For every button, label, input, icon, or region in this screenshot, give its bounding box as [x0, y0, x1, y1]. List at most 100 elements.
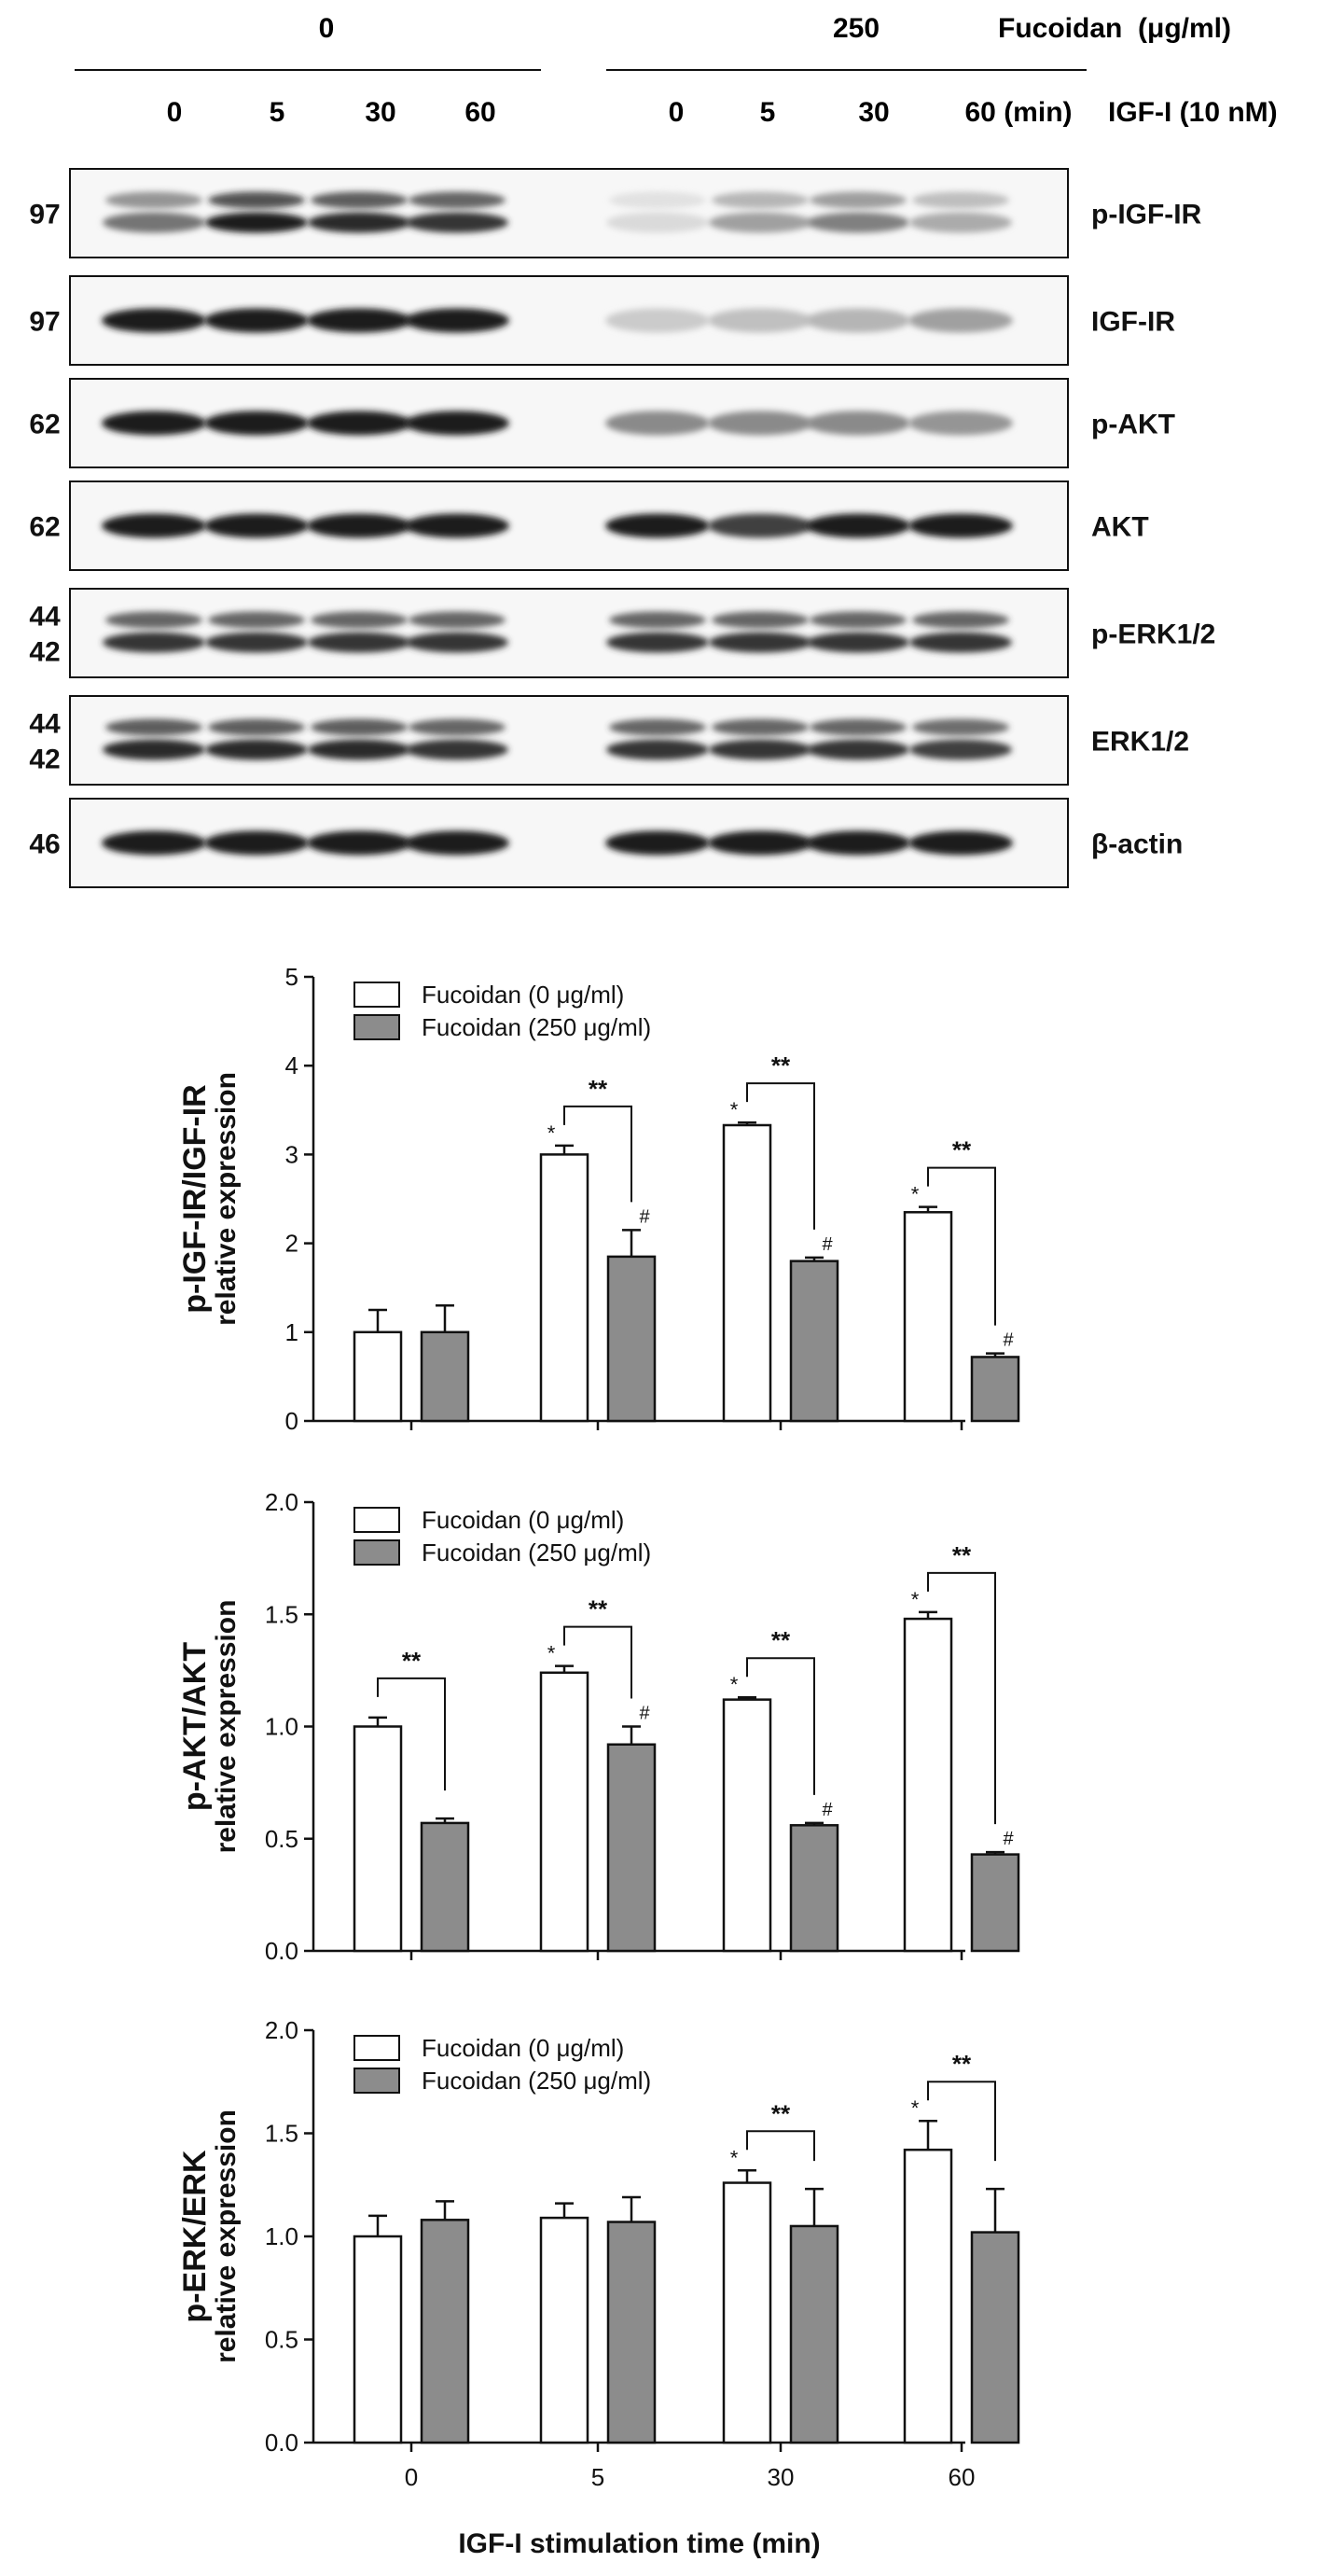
- bar: [606, 2221, 657, 2444]
- bar: [903, 1617, 953, 1953]
- blot-band: [708, 411, 812, 436]
- protein-label: p-IGF-IR: [1091, 200, 1202, 230]
- blot-band: [909, 212, 1012, 233]
- significance-label: **: [771, 1051, 791, 1079]
- bar: [970, 1853, 1020, 1953]
- blot-frame: [69, 695, 1069, 786]
- blot-row: 44 42 ERK1/2: [29, 695, 1189, 786]
- y-axis-label: p-AKT/AKT: [177, 1642, 213, 1812]
- bar: [606, 1743, 657, 1953]
- blot-band: [205, 212, 308, 233]
- blot-band: [606, 632, 709, 653]
- bar: [970, 1356, 1020, 1423]
- y-tick-label: 2: [285, 1230, 298, 1258]
- significance-star: *: [730, 1098, 739, 1121]
- protein-label: β-actin: [1091, 829, 1183, 860]
- mw-marker: 97: [29, 200, 60, 230]
- legend-label: Fucoidan (0 μg/ml): [422, 1506, 624, 1534]
- y-tick-label: 0.0: [265, 1937, 298, 1965]
- fucoidan-level-0: 0: [319, 13, 335, 44]
- blot-band: [708, 513, 812, 538]
- y-tick-label: 1.5: [265, 1600, 298, 1628]
- blot-band: [307, 308, 411, 333]
- blot-band: [806, 830, 910, 856]
- blot-band: [105, 611, 202, 629]
- blot-band: [311, 611, 408, 629]
- time-label: 0: [669, 97, 685, 128]
- bar: [789, 2224, 839, 2444]
- blot-band: [909, 739, 1012, 760]
- mw-marker: 46: [29, 829, 60, 860]
- significance-label: **: [589, 1075, 608, 1103]
- mw-marker: 62: [29, 410, 60, 440]
- legend-swatch: [353, 1014, 400, 1040]
- significance-label: **: [952, 1136, 972, 1164]
- time-label: 60: [464, 97, 495, 128]
- blot-row: 97 p-IGF-IR: [29, 168, 1202, 258]
- mw-marker: 42: [29, 745, 60, 775]
- protein-label: AKT: [1091, 512, 1149, 543]
- time-label: 60 (min): [964, 97, 1072, 128]
- bar: [539, 1671, 589, 1953]
- y-axis-label-2: relative expression: [211, 2110, 242, 2363]
- legend-label: Fucoidan (0 μg/ml): [422, 981, 624, 1009]
- y-axis-label: p-IGF-IR/IGF-IR: [177, 1084, 213, 1314]
- blot-band: [909, 632, 1012, 653]
- y-tick-label: 1.0: [265, 2222, 298, 2250]
- significance-label: **: [771, 2099, 791, 2127]
- blot-band: [712, 191, 809, 209]
- blot-band: [102, 411, 206, 436]
- blot-band: [908, 308, 1013, 333]
- blot-band: [609, 191, 706, 209]
- significance-hash: #: [639, 1704, 650, 1724]
- blot-band: [204, 830, 309, 856]
- legend-label: Fucoidan (0 μg/ml): [422, 2034, 624, 2062]
- time-label: 30: [858, 97, 889, 128]
- blot-band: [605, 411, 710, 436]
- significance-bracket: [746, 2130, 815, 2162]
- blot-band: [103, 739, 205, 760]
- bar: [539, 2216, 589, 2444]
- y-axis-label-2: relative expression: [211, 1600, 242, 1854]
- blot-row: 44 42 p-ERK1/2: [29, 588, 1215, 678]
- blot-band: [102, 830, 206, 856]
- blot-band: [409, 718, 506, 736]
- bar: [420, 1821, 470, 1953]
- blot-band: [406, 212, 508, 233]
- blot-band: [405, 308, 509, 333]
- significance-star: *: [911, 1183, 920, 1206]
- blot-band: [208, 718, 305, 736]
- y-tick-label: 2.0: [265, 2016, 298, 2044]
- bar: [353, 2235, 403, 2444]
- blot-band: [204, 513, 309, 538]
- blot-band: [307, 411, 411, 436]
- bar: [722, 1698, 772, 1953]
- blot-band: [908, 411, 1013, 436]
- blot-band: [807, 739, 909, 760]
- blot-band: [102, 513, 206, 538]
- significance-bracket: [927, 1571, 996, 1825]
- significance-hash: #: [1003, 1330, 1014, 1351]
- legend-swatch: [353, 982, 400, 1008]
- significance-star: *: [911, 1588, 920, 1611]
- blot-band: [409, 611, 506, 629]
- legend-swatch: [353, 2035, 400, 2061]
- blot-band: [409, 191, 506, 209]
- blot-band: [605, 830, 710, 856]
- blot-band: [806, 411, 910, 436]
- bar: [606, 1255, 657, 1423]
- mw-marker: 44: [29, 602, 61, 633]
- blot-band: [606, 212, 709, 233]
- mw-marker: 97: [29, 307, 60, 338]
- fucoidan-header-label: Fucoidan (μg/ml): [998, 13, 1231, 44]
- blot-band: [708, 308, 812, 333]
- blot-row: 46 β-actin: [29, 798, 1183, 888]
- bar: [353, 1725, 403, 1953]
- significance-star: *: [547, 1121, 556, 1145]
- bar: [789, 1260, 839, 1423]
- blot-band: [807, 632, 909, 653]
- blot-band: [406, 632, 508, 653]
